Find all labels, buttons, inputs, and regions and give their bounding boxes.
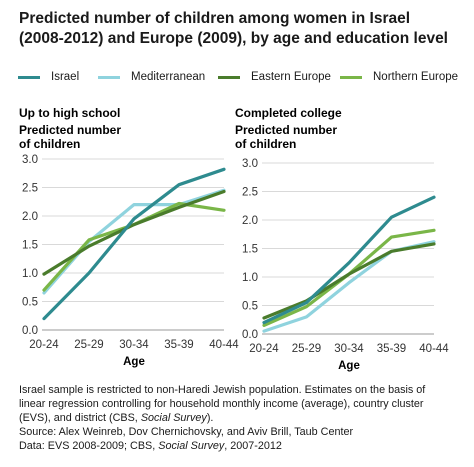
legend-label-mediterranean: Mediterranean bbox=[131, 71, 206, 83]
title-line-1: Predicted number of children among women… bbox=[19, 10, 411, 27]
legend-label-israel: Israel bbox=[51, 71, 80, 83]
y-tick-label: 2.5 bbox=[242, 187, 258, 199]
series-line-mediterranean bbox=[262, 240, 436, 333]
y-tick-label: 2.5 bbox=[22, 183, 38, 195]
x-tick-label: 20-24 bbox=[249, 343, 279, 355]
footnote-line-3-end: ). bbox=[206, 412, 214, 424]
footnote-data-text: Data: EVS 2008-2009; CBS, bbox=[19, 440, 159, 452]
x-tick-label: 30-34 bbox=[334, 343, 364, 355]
footnote-line-1: Israel sample is restricted to non-Hared… bbox=[19, 384, 426, 396]
y-tick-label: 1.0 bbox=[242, 272, 258, 284]
x-tick-label: 35-39 bbox=[164, 339, 193, 351]
y-tick-label: 3.0 bbox=[22, 154, 38, 166]
x-tick-label: 40-44 bbox=[419, 343, 449, 355]
footnote-line-2: linear regression controlling for househ… bbox=[19, 398, 424, 410]
legend-swatch-israel bbox=[18, 76, 40, 79]
x-tick-label: 40-44 bbox=[209, 339, 239, 351]
x-tick-label: 25-29 bbox=[74, 339, 103, 351]
y-tick-label: 1.5 bbox=[22, 240, 38, 252]
x-axis-label: Age bbox=[338, 360, 360, 372]
x-tick-label: 35-39 bbox=[377, 343, 406, 355]
y-tick-label: 2.0 bbox=[242, 215, 258, 227]
y-axis-label-line-1: Predicted number bbox=[235, 123, 337, 137]
series-line-eastern-europe bbox=[262, 242, 436, 320]
y-axis-label-line-2: of children bbox=[235, 137, 296, 151]
panel-title: Completed college bbox=[235, 106, 342, 120]
x-tick-label: 20-24 bbox=[29, 339, 59, 351]
footnote-data-end: , 2007-2012 bbox=[224, 440, 282, 452]
y-axis-label-line-1: Predicted number bbox=[19, 123, 121, 137]
footnote-data-italic: Social Survey bbox=[158, 440, 225, 452]
footnote-line-3-text: (EVS), and district (CBS, bbox=[19, 412, 141, 424]
y-tick-label: 3.0 bbox=[242, 158, 258, 170]
legend-swatch-eastern-europe bbox=[218, 76, 240, 79]
y-tick-label: 1.5 bbox=[242, 244, 258, 256]
legend-swatch-northern-europe bbox=[340, 76, 362, 79]
footnote-line-3: (EVS), and district (CBS, Social Survey)… bbox=[19, 411, 464, 425]
legend-label-eastern-europe: Eastern Europe bbox=[251, 71, 331, 83]
y-axis-label-line-2: of children bbox=[19, 137, 80, 151]
y-tick-label: 0.5 bbox=[22, 297, 38, 309]
title-line-2: (2008-2012) and Europe (2009), by age an… bbox=[19, 30, 448, 47]
y-tick-label: 0.0 bbox=[242, 329, 258, 341]
x-tick-label: 30-34 bbox=[119, 339, 149, 351]
legend-label-northern-europe: Northern Europe bbox=[373, 71, 459, 83]
series-line-israel bbox=[262, 195, 436, 325]
series-line-israel bbox=[42, 167, 226, 321]
footnote-data: Data: EVS 2008-2009; CBS, Social Survey,… bbox=[19, 439, 464, 453]
footnote-line-3-italic: Social Survey bbox=[140, 412, 207, 424]
legend: Israel Mediterranean Eastern Europe Nort… bbox=[0, 68, 474, 86]
series-line-eastern-europe bbox=[42, 189, 226, 276]
panel-title: Up to high school bbox=[19, 106, 120, 120]
footnote-source: Source: Alex Weinreb, Dov Chernichovsky,… bbox=[19, 426, 354, 438]
x-axis-label: Age bbox=[123, 356, 145, 368]
y-tick-label: 0.0 bbox=[22, 325, 38, 337]
y-tick-label: 2.0 bbox=[22, 211, 38, 223]
y-tick-label: 0.5 bbox=[242, 301, 258, 313]
footnote: Israel sample is restricted to non-Hared… bbox=[19, 383, 464, 453]
chart-title: Predicted number of children among women… bbox=[19, 9, 459, 49]
y-tick-label: 1.0 bbox=[22, 268, 38, 280]
x-tick-label: 25-29 bbox=[292, 343, 321, 355]
legend-swatch-mediterranean bbox=[98, 76, 120, 79]
